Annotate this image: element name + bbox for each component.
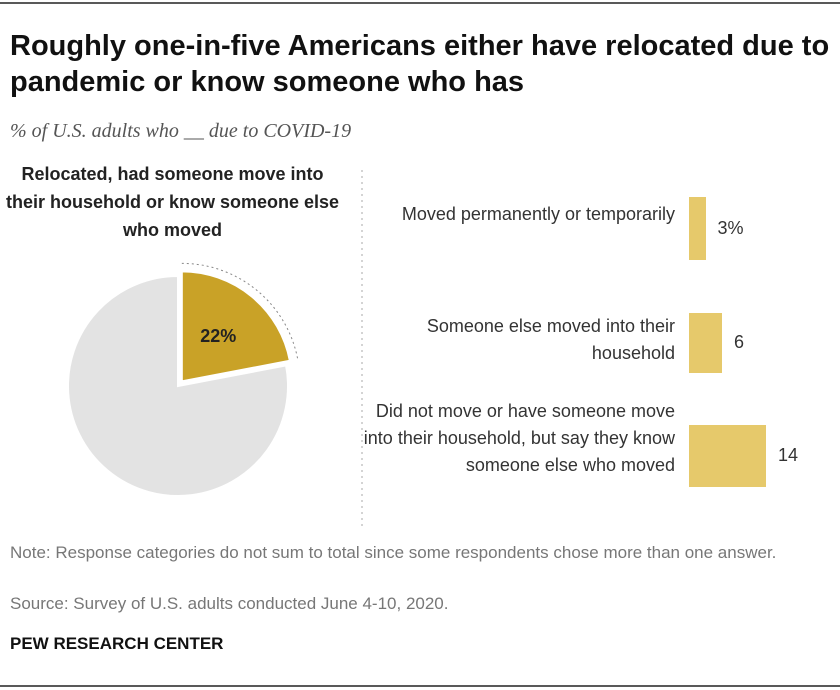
value-label: 6 (734, 332, 745, 352)
bar (689, 313, 722, 373)
bar (689, 425, 766, 487)
credit: PEW RESEARCH CENTER (10, 634, 224, 653)
pie-slice (180, 270, 292, 383)
value-label: 14 (778, 445, 799, 465)
category-label: Moved permanently or temporarily (401, 204, 675, 224)
value-label: 3% (717, 217, 744, 238)
subtitle: % of U.S. adults who __ due to COVID-19 (10, 120, 352, 142)
pie-label: 22% (200, 326, 236, 346)
note: Note: Response categories do not sum to … (10, 543, 777, 562)
category-label: Someone else moved into their household (426, 316, 675, 363)
pie-title: Relocated, had someone move into their h… (5, 164, 340, 240)
title: Roughly one-in-five Americans either hav… (10, 30, 830, 98)
source: Source: Survey of U.S. adults conducted … (10, 594, 449, 613)
category-label: Did not move or have someone move into t… (363, 401, 675, 475)
pie: 22% (67, 262, 299, 497)
bar (689, 197, 706, 260)
slice-outline (181, 262, 299, 360)
pie-slice (67, 274, 289, 497)
